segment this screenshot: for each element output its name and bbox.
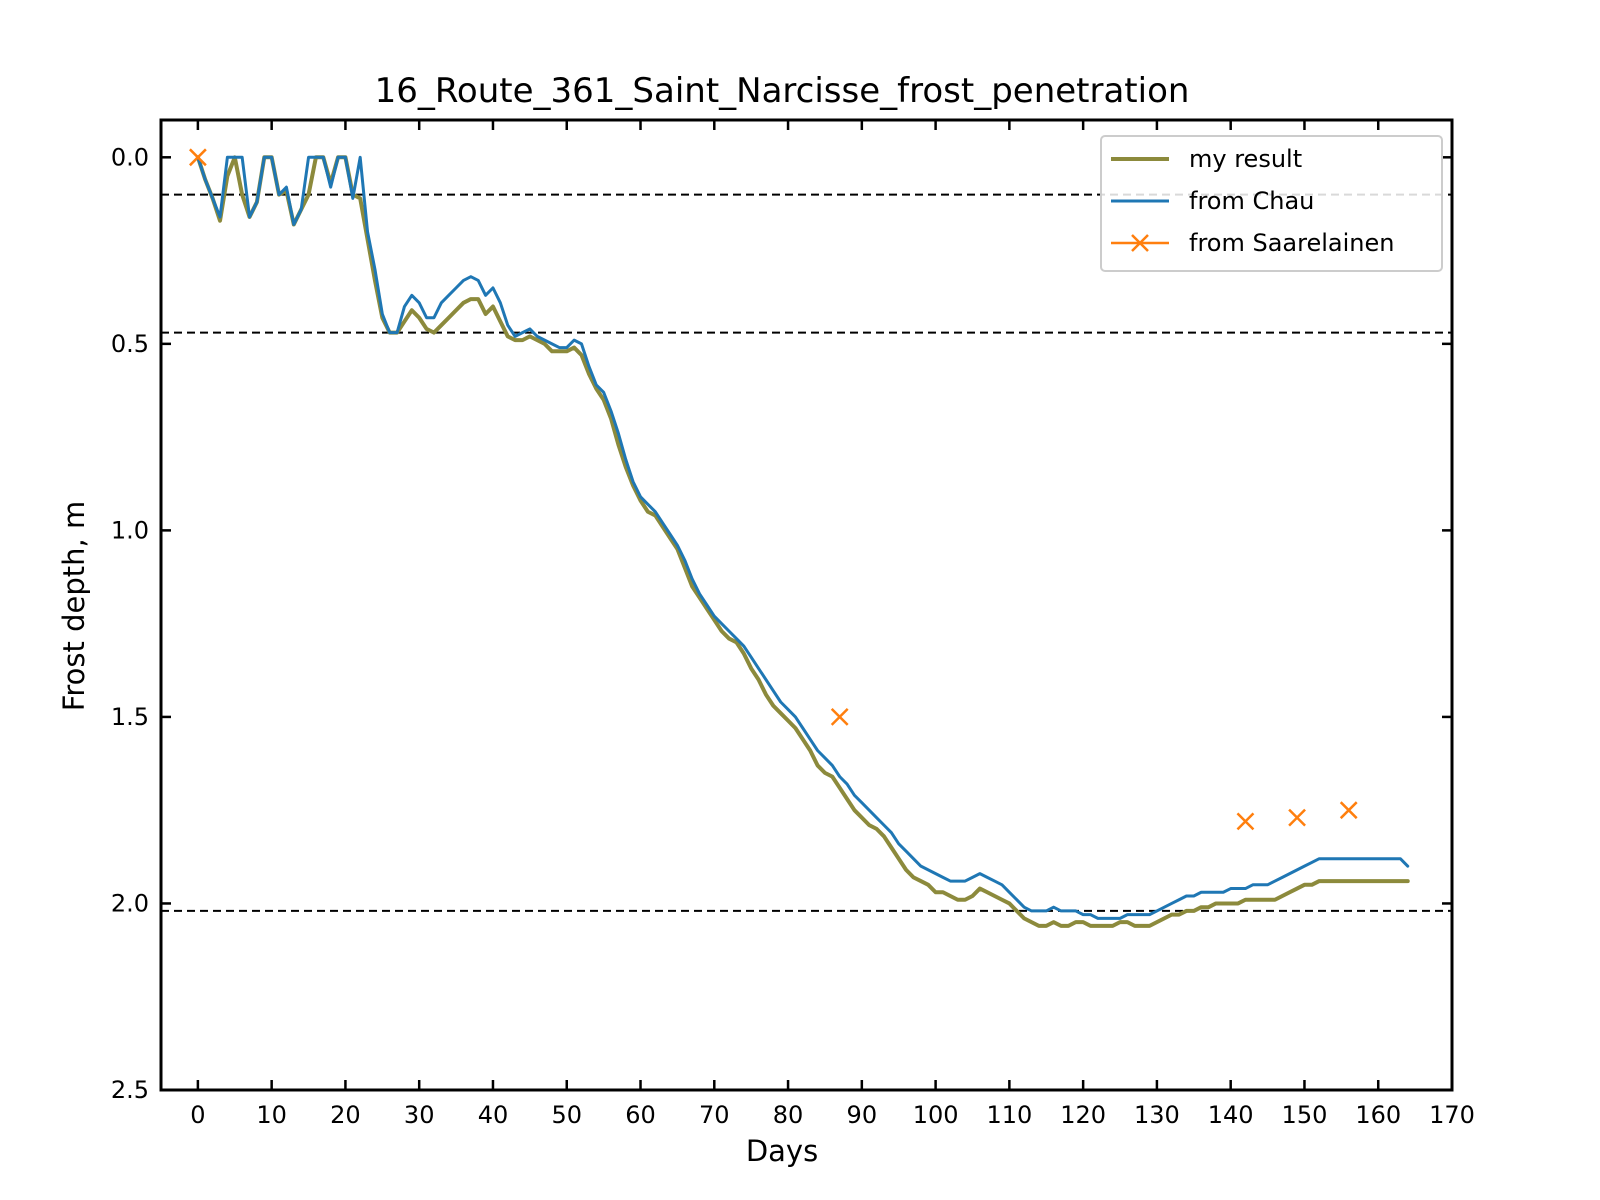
x-tick-label: 130 [1134,1101,1180,1129]
series-from-saarelainen-markers [189,148,1358,831]
y-tick-label: 2.5 [111,1076,149,1104]
y-tick-label: 1.0 [111,516,149,544]
plot-area: 0 10 20 30 40 50 60 70 80 90 100 110 120 130 140 150 160… [111,118,1475,1129]
legend-marker-x [1131,234,1149,252]
x-tick-label: 70 [699,1101,730,1129]
x-tick-label: 50 [551,1101,582,1129]
x-tick-label: 150 [1282,1101,1328,1129]
y-tick-label: 1.5 [111,703,149,731]
x-tick-label: 10 [256,1101,287,1129]
legend-label-series-from-saarelainen: from Saarelainen [1189,229,1394,257]
x-tick-label: 60 [625,1101,656,1129]
x-tick-label: 100 [913,1101,959,1129]
x-tick-label: 110 [986,1101,1032,1129]
x-tick-label: 80 [773,1101,804,1129]
legend-label-series-my-result: my result [1189,145,1302,173]
plot-frame [159,118,1454,1092]
y-tick-label: 0.0 [111,143,149,171]
x-tick-label: 140 [1208,1101,1254,1129]
marker-x-point [830,708,849,726]
series-from-chau-line [196,155,1410,920]
y-tick-label: 0.5 [111,330,149,358]
x-tick-label: 40 [478,1101,509,1129]
y-tick-label: 2.0 [111,889,149,917]
series-my-result-line [195,155,1410,928]
legend-label-series-from-chau: from Chau [1189,187,1314,215]
x-tick-label: 160 [1355,1101,1401,1129]
marker-x-point [1339,801,1358,820]
marker-x-point [1288,808,1306,827]
x-tick-label: 20 [330,1101,361,1129]
y-axis-label: Frost depth, m [57,501,91,711]
legend-box [1100,135,1443,272]
x-tick-label: 170 [1429,1101,1475,1129]
x-tick-label: 120 [1060,1101,1106,1129]
x-axis-label: Days [746,1134,818,1168]
legend: my result from Chau from Saarelainen [1100,135,1443,272]
marker-x-point [1236,812,1255,831]
x-tick-label: 0 [190,1101,205,1129]
x-tick-label: 90 [847,1101,878,1129]
marker-x-point [189,148,207,167]
x-tick-label: 30 [404,1101,435,1129]
chart-title: 16_Route_361_Saint_Narcisse_frost_penetr… [375,71,1190,111]
